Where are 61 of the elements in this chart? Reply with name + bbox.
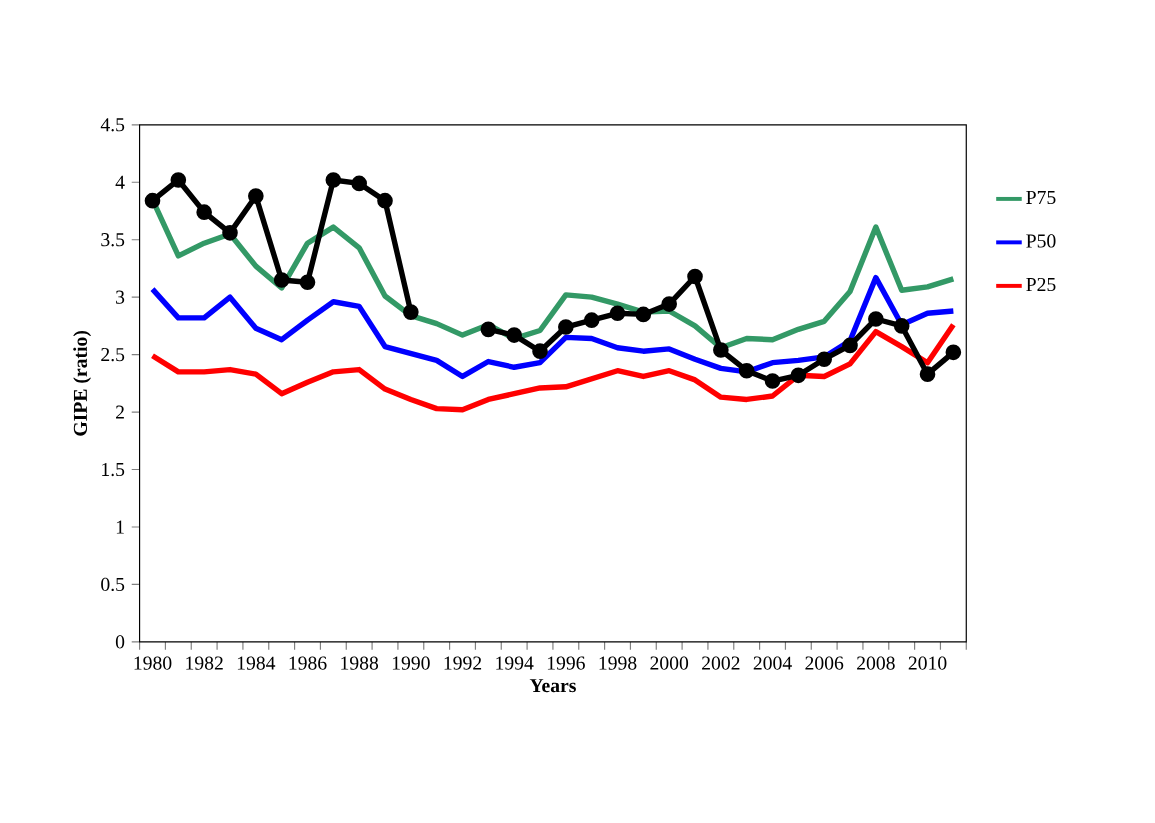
x-axis-title: Years	[529, 679, 576, 693]
x-tick-label: 2010	[908, 656, 947, 670]
x-tick-label: 2000	[650, 656, 689, 670]
legend-label: P50	[1026, 234, 1056, 248]
point	[868, 311, 884, 327]
y-tick-label: 2.5	[101, 348, 125, 362]
point	[248, 188, 264, 205]
point	[945, 344, 962, 361]
point	[558, 319, 574, 335]
x-tick-label: 1998	[599, 656, 637, 670]
point	[273, 272, 290, 288]
point	[480, 321, 497, 338]
x-tick-label: 1986	[289, 656, 327, 670]
y-tick-label: 1.5	[102, 463, 125, 477]
x-tick-label: 1996	[547, 656, 585, 670]
point	[377, 192, 393, 209]
point	[687, 268, 703, 285]
point	[764, 373, 781, 389]
point	[170, 172, 187, 188]
point	[196, 204, 212, 221]
point	[325, 172, 342, 188]
point	[661, 296, 677, 313]
y-axis-title: GIPE (ratio)	[73, 331, 92, 436]
x-tick-label: 2004	[753, 656, 792, 670]
x-tick-label: 1990	[392, 656, 430, 670]
point	[351, 175, 367, 192]
x-tick-label: 1984	[237, 656, 276, 670]
x-tick-label: 1992	[444, 656, 482, 670]
point	[144, 192, 161, 209]
point	[583, 312, 600, 329]
legend-label: P75	[1026, 191, 1056, 205]
point	[299, 274, 316, 291]
x-tick-label: 1994	[496, 656, 534, 670]
x-tick-label: 1988	[341, 656, 379, 670]
y-tick-label: 2	[116, 405, 124, 419]
point	[816, 351, 833, 368]
point	[713, 342, 729, 358]
y-tick-label: 4.5	[100, 118, 125, 132]
y-tick-label: 3.5	[101, 233, 125, 247]
y-tick-label: 0	[115, 635, 125, 649]
point	[403, 304, 419, 321]
point	[222, 225, 238, 241]
x-tick-label: 1980	[134, 656, 172, 670]
point	[842, 337, 858, 354]
y-tick-label: 3	[116, 290, 125, 304]
point	[893, 318, 910, 334]
x-tick-label: 1982	[186, 656, 223, 670]
point	[532, 343, 548, 360]
x-tick-label: 2008	[857, 656, 895, 670]
y-tick-label: 1	[116, 520, 124, 534]
point	[609, 305, 626, 322]
x-tick-label: 2006	[805, 656, 844, 670]
y-tick-label: 4	[115, 175, 125, 189]
y-tick-label: 0.5	[101, 577, 125, 592]
x-tick-label: 2002	[702, 656, 740, 670]
point	[790, 367, 807, 384]
point	[506, 327, 522, 344]
point	[738, 363, 755, 379]
point	[919, 366, 936, 383]
legend-label: P25	[1026, 278, 1056, 292]
point	[635, 306, 652, 323]
